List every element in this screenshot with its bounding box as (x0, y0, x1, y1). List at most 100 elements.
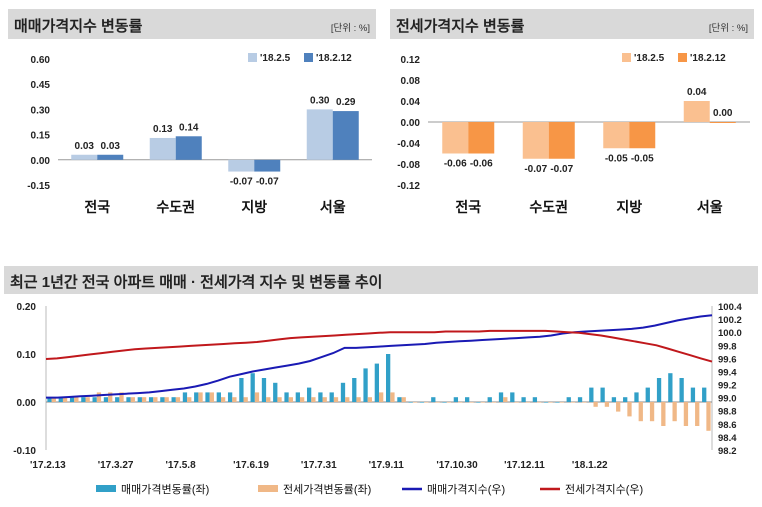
trend-bar (51, 397, 56, 402)
trend-bar (695, 402, 700, 426)
jeonse-data-label: -0.06 (444, 159, 467, 170)
trend-title: 최근 1년간 전국 아파트 매매 · 전세가격 지수 및 변동률 추이 (10, 273, 382, 291)
trend-bar (401, 397, 406, 402)
trend-bar (277, 397, 282, 402)
trend-right-ytick: 99.8 (718, 341, 737, 352)
trend-bar (458, 402, 463, 403)
trend-xtick: '17.9.11 (369, 460, 405, 471)
trend-bar (465, 397, 470, 402)
trend-right-ytick: 98.4 (718, 433, 737, 444)
trend-bar (548, 402, 553, 403)
jeonse-data-label: -0.07 (550, 164, 573, 175)
trend-legend-label: 전세가격변동률(좌) (283, 483, 371, 496)
sale-category-label: 서울 (320, 199, 346, 215)
sale-bar (149, 137, 176, 160)
jeonse-legend-label: '18.2.12 (690, 53, 726, 64)
trend-bar (69, 397, 75, 402)
trend-right-ytick: 100.2 (718, 315, 742, 326)
trend-xtick: '17.2.13 (30, 460, 66, 471)
jeonse-data-label: -0.06 (470, 159, 493, 170)
trend-bar (318, 392, 323, 402)
jeonse-change-panel: 전세가격지수 변동률 [단위 : %] '18.2.5 '18.2.12 0.12… (390, 9, 754, 233)
trend-bar (108, 392, 113, 402)
sale-ytick: -0.15 (27, 181, 50, 192)
sale-bar (71, 154, 98, 160)
trend-bar (408, 402, 413, 403)
trend-left-ytick: 0.10 (17, 350, 37, 361)
trend-right-ytick: 98.6 (718, 420, 737, 431)
jeonse-category-label: 서울 (697, 199, 723, 215)
trend-bar (453, 397, 459, 402)
sale-bar (97, 154, 124, 160)
sale-data-label: -0.07 (256, 177, 279, 188)
trend-bar (126, 397, 131, 402)
jeonse-data-label: -0.05 (605, 153, 628, 164)
jeonse-bar (548, 122, 575, 159)
jeonse-bar (683, 101, 710, 122)
trend-bar (182, 392, 188, 402)
trend-bar (198, 392, 203, 402)
trend-bar (510, 392, 515, 402)
trend-bar (679, 378, 684, 402)
trend-bar (164, 397, 169, 402)
trend-bar (374, 363, 379, 402)
sale-data-label: 0.03 (101, 141, 121, 152)
jeonse-data-label: -0.07 (524, 164, 547, 175)
jeonse-ytick: -0.12 (397, 181, 420, 192)
trend-bar (668, 373, 673, 402)
trend-right-ytick: 98.2 (718, 446, 737, 457)
jeonse-category-label: 수도권 (529, 199, 568, 215)
sale-data-label: 0.13 (153, 124, 173, 135)
trend-bar (627, 402, 632, 417)
trend-bar (683, 402, 689, 426)
trend-bar (92, 397, 97, 402)
trend-bar (559, 402, 564, 403)
trend-bar (611, 397, 617, 402)
jeonse-category-label: 전국 (455, 199, 481, 215)
trend-bar (205, 392, 210, 402)
trend-xtick: '17.7.31 (301, 460, 337, 471)
trend-panel: 최근 1년간 전국 아파트 매매 · 전세가격 지수 및 변동률 추이 0.20… (0, 266, 762, 502)
sale-data-label: 0.14 (179, 122, 199, 133)
trend-xtick: '17.5.8 (165, 460, 196, 471)
trend-chart: 최근 1년간 전국 아파트 매매 · 전세가격 지수 및 변동률 추이 0.20… (4, 266, 758, 496)
sale-bar (332, 111, 359, 160)
jeonse-legend-swatch (678, 53, 687, 62)
sale-ytick: 0.30 (31, 105, 51, 116)
trend-bar (566, 397, 571, 402)
trend-right-ytick: 99.2 (718, 381, 737, 392)
trend-bar (555, 402, 560, 403)
trend-bar (243, 397, 248, 402)
trend-bar (672, 402, 677, 422)
trend-bar (81, 397, 86, 402)
jeonse-change-chart: 전세가격지수 변동률 [단위 : %] '18.2.5 '18.2.12 0.12… (390, 9, 754, 215)
trend-bar (137, 397, 142, 402)
trend-bar (329, 392, 334, 402)
jeonse-bar (442, 122, 469, 154)
trend-right-ytick: 99.4 (718, 367, 737, 378)
trend-bar (544, 402, 549, 403)
jeonse-ytick: 0.04 (401, 97, 421, 108)
trend-bar (130, 397, 135, 402)
trend-bar (634, 392, 639, 402)
jeonse-change-unit: [단위 : %] (709, 22, 748, 34)
trend-xtick: '17.3.27 (98, 460, 134, 471)
sale-change-plot: 0.60 0.45 0.30 0.15 0.00 -0.15 0.03 0.03 전국 0.13 0… (27, 55, 372, 215)
jeonse-change-plot: 0.120.080.040.00-0.04-0.08-0.12-0.06 -0.0… (397, 55, 750, 215)
trend-bar (85, 397, 90, 402)
sale-ytick: 0.45 (31, 80, 51, 91)
trend-bar (424, 402, 429, 403)
trend-right-ytick: 99.0 (718, 394, 737, 405)
trend-bar (419, 402, 425, 403)
trend-bar (220, 397, 226, 402)
jeonse-ytick: -0.08 (397, 160, 420, 171)
trend-bar (623, 397, 628, 402)
sale-legend-label: '18.2.12 (316, 53, 352, 64)
trend-legend-swatch (96, 485, 116, 492)
trend-line (46, 314, 713, 399)
sale-change-panel: 매매가격지수 변동률 [단위 : %] '18.2.5 '18.2.12 0.60… (8, 9, 376, 233)
jeonse-change-header (390, 9, 754, 39)
trend-bar (412, 402, 418, 403)
trend-bar (340, 382, 346, 402)
sale-data-label: 0.30 (310, 95, 330, 106)
